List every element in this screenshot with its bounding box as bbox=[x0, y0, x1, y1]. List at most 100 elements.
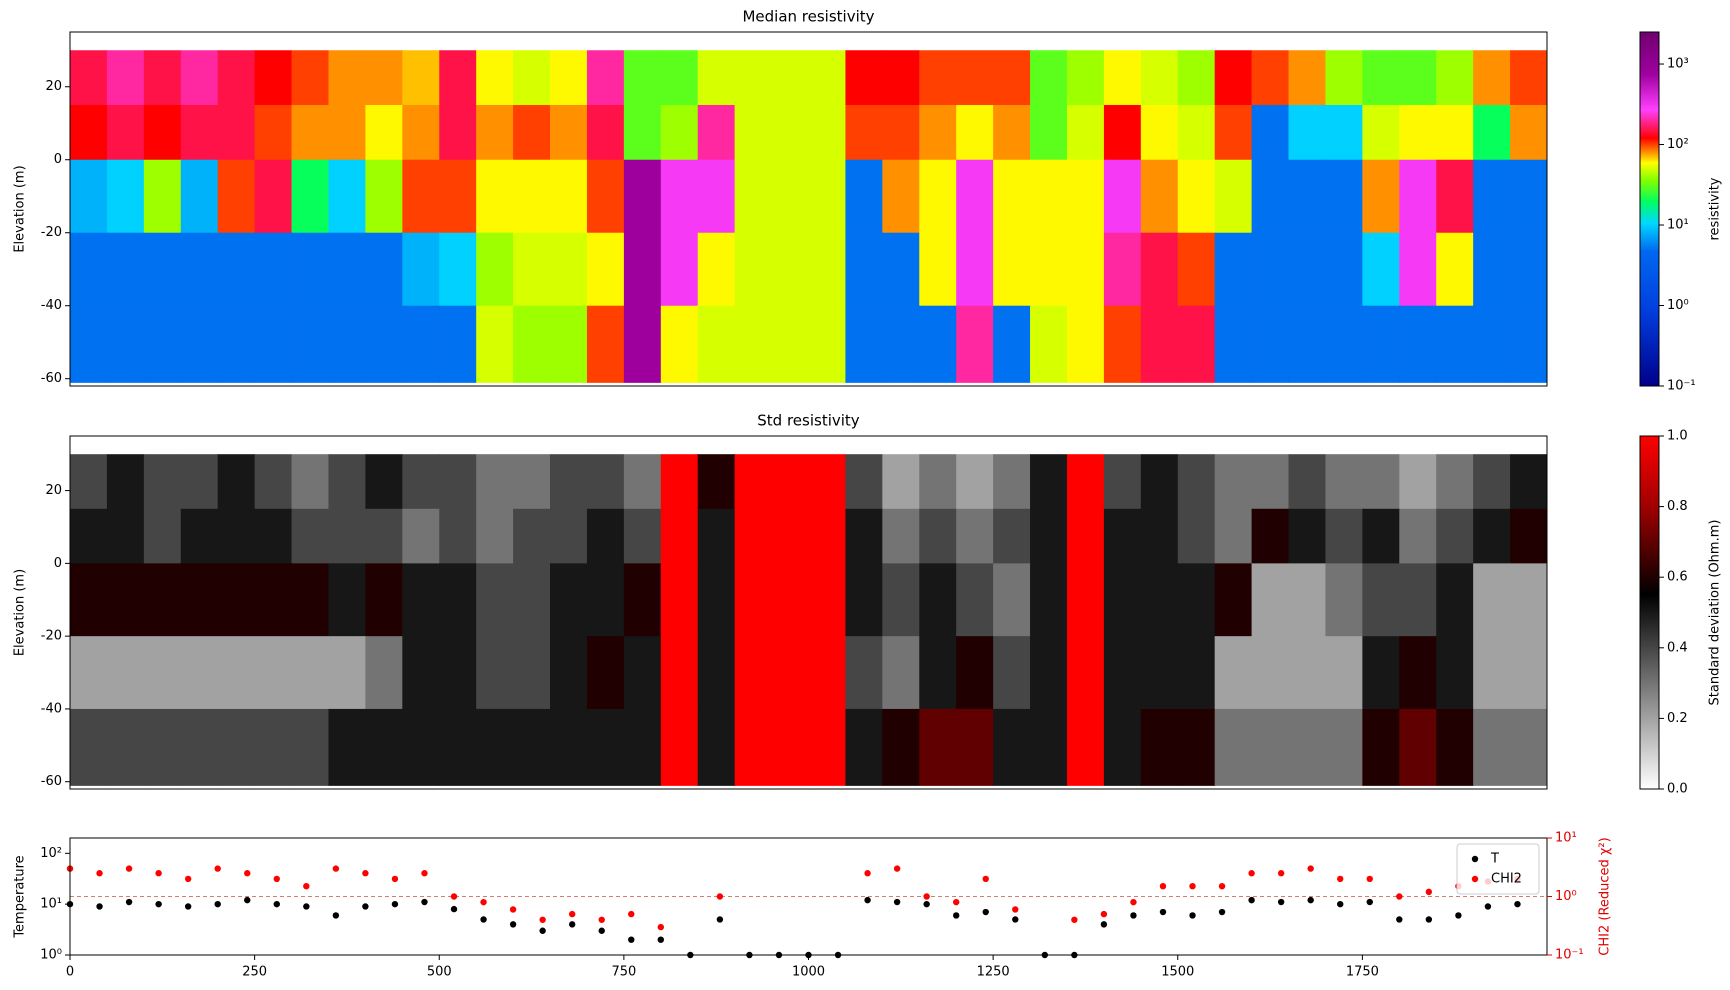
heatmap-cell bbox=[254, 104, 293, 161]
scatter-point bbox=[362, 903, 369, 910]
heatmap-cell bbox=[513, 508, 551, 564]
heatmap-cell bbox=[1066, 50, 1105, 106]
colorbar-tick-label: 0.0 bbox=[1667, 782, 1688, 797]
heatmap-cell bbox=[365, 563, 403, 637]
heatmap-cell bbox=[808, 563, 846, 637]
scatter-point bbox=[214, 900, 221, 908]
heatmap-cell bbox=[1214, 563, 1253, 637]
heatmap-cell bbox=[1325, 159, 1363, 234]
heatmap-cell bbox=[697, 159, 736, 234]
heatmap-cell bbox=[550, 563, 588, 637]
heatmap-cell bbox=[1436, 232, 1474, 307]
heatmap-cell bbox=[106, 563, 145, 637]
heatmap-cell bbox=[623, 508, 662, 564]
heatmap-cell bbox=[586, 305, 625, 383]
heatmap-cell bbox=[623, 305, 662, 383]
heatmap-cell bbox=[1473, 454, 1511, 510]
scatter-point bbox=[480, 916, 487, 923]
heatmap-cell bbox=[1214, 454, 1253, 510]
scatter-point bbox=[450, 905, 458, 913]
heatmap-cell bbox=[291, 636, 329, 710]
heatmap-cell bbox=[1510, 305, 1548, 383]
scatter-point bbox=[509, 906, 517, 913]
heatmap-cell bbox=[1030, 636, 1068, 710]
heatmap-cell bbox=[882, 708, 920, 786]
axes-frame bbox=[69, 435, 1548, 790]
scatter-point bbox=[332, 865, 340, 872]
heatmap-cell bbox=[993, 50, 1031, 106]
scatter-point bbox=[1366, 875, 1373, 883]
scatter-point bbox=[1012, 906, 1019, 913]
heatmap-cell bbox=[660, 563, 699, 637]
heatmap-cell bbox=[623, 232, 662, 307]
heatmap-cell bbox=[1473, 708, 1511, 786]
scatter-point bbox=[1218, 882, 1226, 890]
heatmap-cell bbox=[476, 454, 514, 510]
scatter-point bbox=[1012, 916, 1019, 923]
heatmap-cell bbox=[1066, 563, 1105, 637]
heatmap-cell bbox=[1030, 508, 1068, 564]
heatmap-cell bbox=[808, 159, 846, 234]
heatmap-cell bbox=[1510, 563, 1548, 637]
heatmap-cell bbox=[697, 305, 736, 383]
scatter-point bbox=[539, 927, 546, 934]
heatmap-cell bbox=[1140, 708, 1179, 786]
heatmap-cell bbox=[771, 50, 809, 106]
heatmap-cell bbox=[993, 305, 1031, 383]
scatter-point bbox=[628, 910, 635, 918]
heatmap-cell bbox=[734, 104, 773, 161]
heatmap-cell bbox=[1362, 104, 1400, 161]
heatmap-cell bbox=[1362, 708, 1400, 786]
heatmap-cell bbox=[1251, 708, 1290, 786]
heatmap-cells bbox=[70, 454, 1548, 786]
heatmap-cell bbox=[439, 454, 477, 510]
scatter-point bbox=[1159, 908, 1167, 916]
heatmap-cell bbox=[550, 636, 588, 710]
heatmap-cell bbox=[106, 305, 145, 383]
x-tick-label: 1000 bbox=[792, 965, 825, 980]
legend-label: T bbox=[1490, 852, 1499, 867]
chart-title: Std resistivity bbox=[757, 412, 860, 430]
y-tick-label: 10⁰ bbox=[1555, 889, 1577, 904]
heatmap-cell bbox=[1288, 232, 1326, 307]
colorbar-label: Standard deviation (Ohm.m) bbox=[1708, 520, 1723, 706]
scatter-point bbox=[125, 898, 133, 906]
heatmap-cell bbox=[143, 508, 182, 564]
heatmap-cell bbox=[1436, 159, 1474, 234]
heatmap-cell bbox=[254, 50, 293, 106]
heatmap-cell bbox=[1399, 636, 1437, 710]
y-axis-label: Elevation (m) bbox=[13, 165, 28, 252]
scatter-point bbox=[1189, 882, 1196, 890]
scatter-point bbox=[450, 893, 458, 900]
heatmap-cell bbox=[808, 305, 846, 383]
heatmap-cell bbox=[1399, 508, 1437, 564]
heatmap-cell bbox=[1140, 50, 1179, 106]
heatmap-cell bbox=[919, 454, 957, 510]
scatter-point bbox=[303, 903, 310, 910]
heatmap-cell bbox=[1030, 104, 1068, 161]
heatmap-cell bbox=[1510, 50, 1548, 106]
heatmap-cell bbox=[956, 454, 994, 510]
heatmap-cell bbox=[1473, 508, 1511, 564]
heatmap-cell bbox=[254, 159, 293, 234]
heatmap-cell bbox=[513, 159, 551, 234]
heatmap-cell bbox=[217, 708, 256, 786]
scatter-point bbox=[1159, 882, 1167, 890]
heatmap-cell bbox=[70, 50, 108, 106]
heatmap-cell bbox=[550, 708, 588, 786]
heatmap-cell bbox=[143, 563, 182, 637]
heatmap-cell bbox=[1325, 104, 1363, 161]
heatmap-cell bbox=[1399, 232, 1437, 307]
heatmap-cell bbox=[1140, 454, 1179, 510]
heatmap-cell bbox=[402, 104, 440, 161]
heatmap-cell bbox=[106, 50, 145, 106]
heatmap-cell bbox=[70, 508, 108, 564]
heatmap-cell bbox=[771, 104, 809, 161]
heatmap-cell bbox=[734, 454, 773, 510]
heatmap-cell bbox=[845, 636, 883, 710]
heatmap-cell bbox=[106, 508, 145, 564]
heatmap-cell bbox=[291, 104, 329, 161]
heatmap-cell bbox=[1030, 305, 1068, 383]
heatmap-cell bbox=[217, 636, 256, 710]
heatmap-cell bbox=[882, 508, 920, 564]
